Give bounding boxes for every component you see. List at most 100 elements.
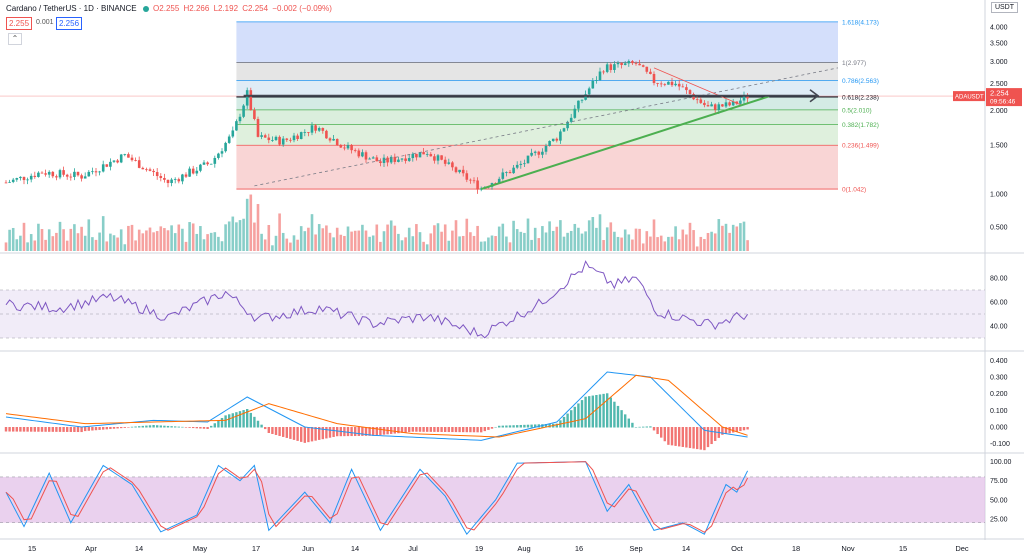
volume-bar [515, 229, 519, 251]
volume-bar [267, 225, 271, 251]
candle-body [206, 162, 209, 165]
fib-level-label: 0(1.042) [842, 187, 866, 194]
macd-hist-bar [289, 427, 292, 439]
volume-bar [289, 242, 292, 251]
volume-bar [184, 241, 188, 251]
volume-bar [721, 225, 724, 251]
macd-hist-bar [123, 427, 126, 428]
macd-hist-bar [336, 427, 339, 437]
volume-bar [134, 240, 137, 251]
candle-body [19, 176, 22, 179]
macd-hist-bar [264, 427, 267, 430]
macd-hist-bar [609, 397, 612, 428]
macd-hist-bar [228, 414, 231, 428]
volume-bar [361, 224, 364, 251]
candle-body [155, 172, 159, 177]
macd-hist-bar [652, 427, 656, 431]
volume-bar [101, 216, 105, 251]
macd-hist-bar [379, 427, 382, 436]
candle-body [548, 140, 551, 146]
volume-bar [353, 230, 357, 251]
candle-body [623, 63, 627, 65]
candle-body [523, 163, 526, 165]
macd-hist-bar [728, 427, 731, 434]
volume-bar [407, 227, 411, 251]
macd-hist-bar [210, 425, 213, 428]
green-trendline [480, 95, 770, 190]
macd-hist-bar [519, 424, 522, 428]
symbol-title[interactable]: Cardano / TetherUS · 1D · BINANCE [6, 4, 137, 13]
time-axis-label: 15 [899, 544, 907, 553]
fib-zone [236, 145, 838, 190]
candle-body [371, 157, 375, 159]
chart-header: Cardano / TetherUS · 1D · BINANCE O2.255… [6, 4, 334, 13]
volume-bar [458, 236, 461, 251]
macd-hist-bar [238, 411, 242, 428]
macd-hist-bar [429, 427, 432, 432]
candle-body [397, 159, 400, 162]
volume-bar [368, 236, 371, 251]
macd-hist-bar [613, 401, 616, 428]
macd-hist-bar [724, 427, 728, 435]
candle-body [443, 159, 447, 164]
macd-hist-bar [634, 427, 638, 428]
macd-hist-bar [562, 416, 566, 428]
macd-hist-bar [566, 413, 569, 428]
macd-hist-bar [670, 427, 674, 446]
candle-body [307, 132, 310, 133]
macd-hist-bar [192, 427, 195, 429]
candle-body [512, 167, 515, 174]
volume-bar [119, 229, 123, 251]
volume-bar [580, 233, 584, 251]
volume-bar [65, 240, 69, 251]
macd-hist-bar [246, 409, 249, 428]
fib-level-label: 0.5(2.010) [842, 107, 872, 114]
volume-bar [429, 233, 433, 251]
volume-bar [335, 227, 339, 251]
candle-body [393, 156, 397, 162]
buy-price-box[interactable]: 2.256 [56, 17, 83, 30]
macd-hist-bar [48, 427, 51, 432]
volume-bar [487, 237, 490, 251]
volume-bar [519, 231, 523, 251]
price-tick-label: 1.000 [990, 192, 1008, 199]
volume-bar [483, 241, 487, 251]
volume-bar [616, 236, 620, 251]
volume-bar [245, 198, 249, 251]
candle-body [76, 171, 80, 176]
macd-hist-bar [595, 395, 598, 428]
volume-bar [37, 223, 40, 251]
macd-hist-bar [483, 427, 486, 432]
candle-body [469, 179, 472, 181]
candle-body [112, 160, 116, 162]
currency-badge[interactable]: USDT [990, 2, 1018, 13]
volume-bar [479, 241, 483, 251]
candle-body [731, 101, 735, 106]
fib-zone [236, 62, 838, 81]
macd-hist-bar [699, 427, 702, 450]
candle-body [249, 90, 253, 111]
candle-body [145, 169, 148, 171]
candle-body [415, 153, 418, 158]
macd-hist-bar [742, 427, 746, 431]
rsi-tick-label: 40.00 [990, 324, 1008, 331]
candle-body [656, 83, 659, 84]
macd-hist-bar [285, 427, 288, 438]
volume-bar [332, 237, 335, 251]
high-value: H2.266 [183, 4, 210, 13]
candle-body [677, 83, 681, 87]
sell-price-box[interactable]: 2.255 [6, 17, 33, 30]
volume-bar [296, 239, 299, 251]
macd-hist-bar [156, 425, 159, 428]
macd-hist-bar [134, 426, 137, 428]
candle-body [724, 102, 728, 107]
volume-bar [670, 236, 674, 251]
candle-body [231, 130, 235, 137]
volume-bar [584, 231, 587, 251]
stoch-band [0, 476, 985, 523]
candle-body [472, 180, 476, 182]
candle-body [271, 139, 274, 141]
collapse-indicators-button[interactable]: ⌃ [8, 33, 22, 45]
macd-hist-bar [202, 427, 206, 429]
